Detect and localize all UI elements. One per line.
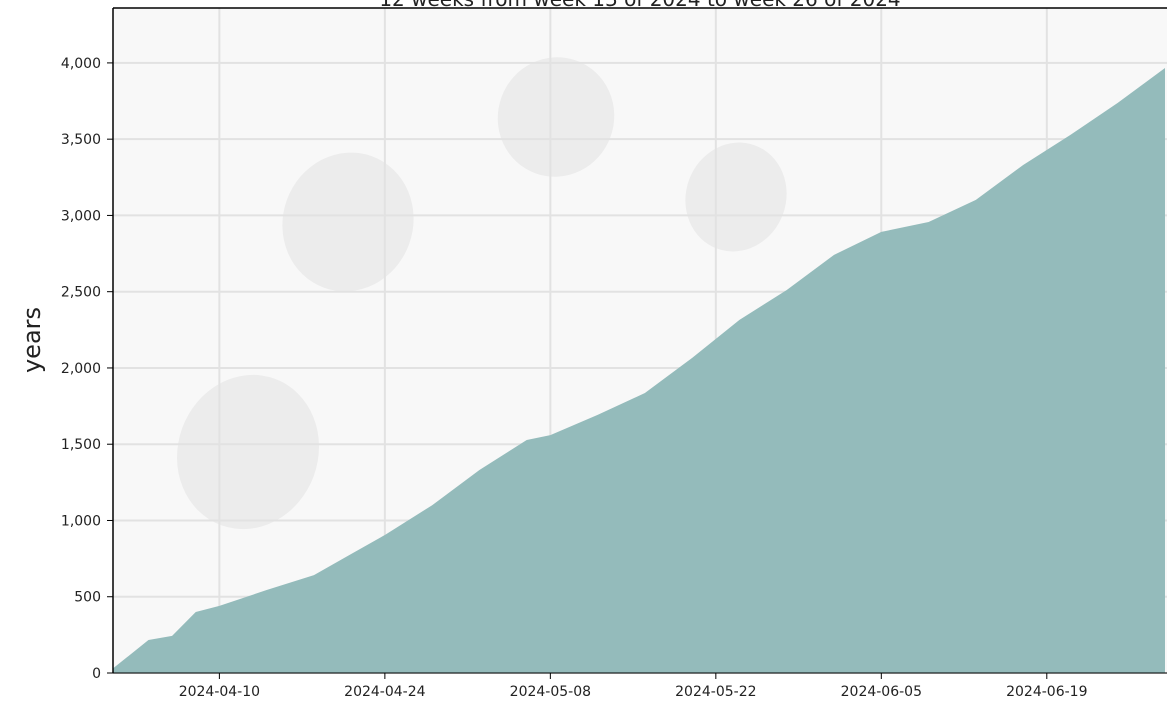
- x-tick-label: 2024-06-19: [1006, 684, 1087, 700]
- x-tick-label: 2024-05-08: [510, 684, 591, 700]
- y-tick-label: 1,000: [61, 513, 101, 529]
- y-tick-label: 3,000: [61, 208, 101, 224]
- x-tick-label: 2024-05-22: [675, 684, 756, 700]
- x-tick-label: 2024-04-24: [344, 684, 425, 700]
- y-tick-label: 500: [74, 590, 101, 606]
- y-tick-label: 4,000: [61, 56, 101, 72]
- y-tick-label: 2,000: [61, 361, 101, 377]
- chart-title: 12 weeks from week 13 of 2024 to week 26…: [379, 0, 900, 11]
- x-tick-label: 2024-04-10: [179, 684, 260, 700]
- y-tick-label: 3,500: [61, 132, 101, 148]
- y-tick-label: 2,500: [61, 285, 101, 301]
- y-tick-label: 1,500: [61, 437, 101, 453]
- chart: 0 500 1,000 1,500 2,000 2,500 3,000 3,500 4,000 2…: [0, 0, 1167, 702]
- x-tick-label: 2024-06-05: [841, 684, 922, 700]
- y-tick-label: 0: [92, 666, 101, 682]
- y-axis-title: years: [18, 307, 46, 373]
